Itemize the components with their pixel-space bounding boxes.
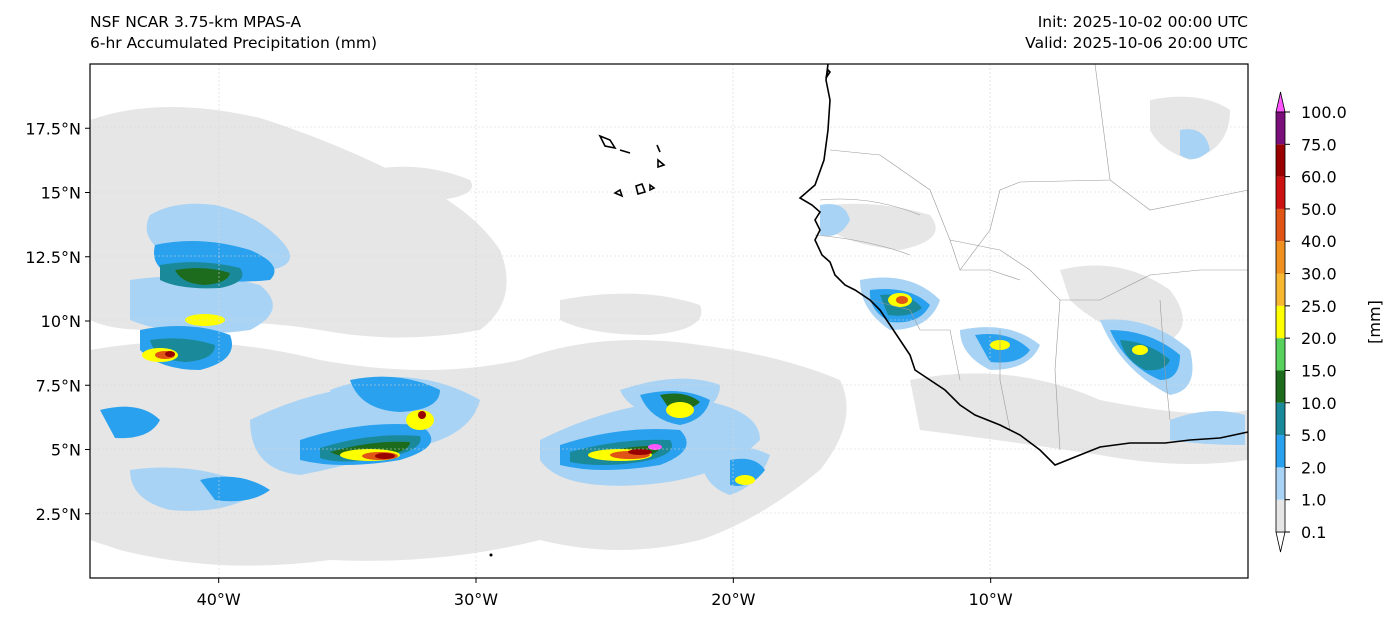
map-title-right: Init: 2025-10-02 00:00 UTC Valid: 2025-1… [1025,12,1248,54]
map-panel [89,63,1249,579]
lat-tick-label: 17.5°N [25,119,81,138]
lon-tick-label: 30°W [454,590,498,609]
field-name: 6-hr Accumulated Precipitation (mm) [90,34,377,52]
colorbar-swatch [1276,112,1285,145]
colorbar-level-label: 0.1 [1301,523,1326,542]
colorbar-level-label: 2.0 [1301,458,1326,477]
model-name: NSF NCAR 3.75-km MPAS-A [90,13,302,31]
colorbar-level-label: 20.0 [1301,329,1337,348]
colorbar-level-label: 5.0 [1301,426,1326,445]
lat-tick-label: 15°N [41,184,81,203]
colorbar: 0.1 1.0 2.0 5.0 10.0 15.0 20.0 25.0 30.0 40.0 50.0… [1275,91,1384,553]
colorbar-swatch [1276,402,1285,436]
colorbar-swatch [1276,370,1285,403]
colorbar-level-label: 60.0 [1301,168,1337,187]
precip-field [90,96,1248,566]
colorbar-swatch [1276,208,1285,242]
colorbar-level-label: 25.0 [1301,297,1337,316]
colorbar-level-label: 1.0 [1301,491,1326,510]
colorbar-swatch [1276,273,1285,306]
init-time: Init: 2025-10-02 00:00 UTC [1037,13,1248,31]
lat-tick-label: 5°N [51,441,81,460]
map-title-left: NSF NCAR 3.75-km MPAS-A 6-hr Accumulated… [90,12,377,54]
precip-core-magenta [648,444,662,450]
colorbar-level-label: 50.0 [1301,200,1337,219]
lon-tick-label: 40°W [197,590,241,609]
colorbar-level-label: 15.0 [1301,361,1337,380]
colorbar-level-label: 40.0 [1301,232,1337,251]
axis-ticks: 2.5°N 5°N 7.5°N 10°N 12.5°N 15°N 17.5°N 40°W 30°… [25,119,1013,609]
colorbar-level-label: 30.0 [1301,265,1337,284]
colorbar-level-label: 100.0 [1301,103,1347,122]
colorbar-swatch [1276,467,1285,500]
lat-tick-label: 10°N [41,312,81,331]
lat-tick-label: 2.5°N [36,505,81,524]
colorbar-level-label: 10.0 [1301,394,1337,413]
colorbar-swatch [1276,305,1285,339]
colorbar-swatch [1276,435,1285,468]
valid-time: Valid: 2025-10-06 20:00 UTC [1025,34,1248,52]
island-dot [489,553,493,557]
colorbar-swatch [1276,176,1285,209]
lon-tick-label: 10°W [969,590,1013,609]
gridlines [90,64,1248,578]
colorbar-frame [1275,111,1286,533]
colorbar-level-label: 75.0 [1301,135,1337,154]
coastline [598,63,1249,466]
lon-tick-label: 20°W [711,590,755,609]
colorbar-extend-max [1275,91,1286,113]
country-borders [814,63,1249,451]
colorbar-unit-label: [mm] [1365,300,1384,344]
lat-tick-label: 12.5°N [25,248,81,267]
colorbar-swatch [1276,144,1285,177]
colorbar-extend-min [1275,531,1286,553]
lat-tick-label: 7.5°N [36,376,81,395]
colorbar-swatch [1276,499,1285,532]
colorbar-swatch [1276,241,1285,274]
precip-core-red [165,351,652,459]
colorbar-swatch [1276,338,1285,371]
